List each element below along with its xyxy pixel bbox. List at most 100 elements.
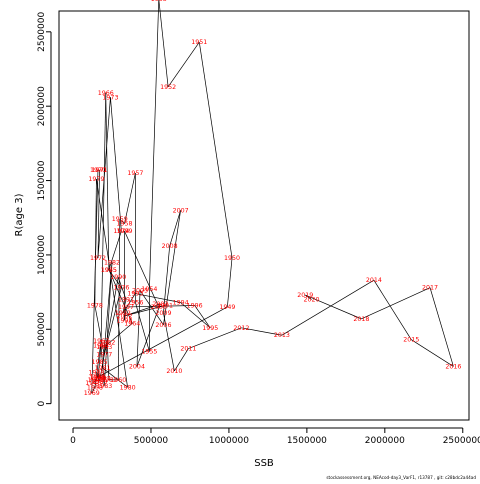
year-label: 1997 <box>118 304 134 311</box>
year-label: 2003 <box>152 301 168 308</box>
year-label: 2011 <box>180 346 196 353</box>
y-tick-label: 0 <box>37 401 47 407</box>
year-label: 1952 <box>160 84 176 91</box>
year-label: 1993 <box>127 291 143 298</box>
year-label: 1955 <box>141 349 157 356</box>
year-label: 1995 <box>202 325 218 332</box>
trajectory-segment <box>167 42 200 88</box>
year-label: 1980 <box>120 384 136 391</box>
year-label: 1975 <box>101 267 117 274</box>
trajectory-segment <box>163 245 171 313</box>
trajectory-segment <box>94 179 97 306</box>
trajectory-segment <box>180 302 211 329</box>
year-label: 1954 <box>141 286 157 293</box>
y-axis: 0 500000 1000000 1500000 2000000 2500000 <box>37 12 52 407</box>
trajectory-segment <box>106 342 110 380</box>
y-tick-label: 1500000 <box>37 160 47 200</box>
year-label: 2016 <box>445 363 461 370</box>
trajectory-segment <box>124 173 136 224</box>
trajectory-segment <box>241 327 282 336</box>
year-label: 1970 <box>90 167 106 174</box>
year-label: 1983 <box>96 383 112 390</box>
year-label: 2004 <box>129 363 145 370</box>
trajectory-segment <box>93 379 96 384</box>
year-label: 1981 <box>95 365 111 372</box>
trajectory-segment <box>96 372 103 379</box>
trajectory-segment <box>102 262 113 368</box>
y-tick-label: 2500000 <box>37 12 47 52</box>
x-tick-label: 1000000 <box>209 436 249 446</box>
y-tick-label: 2000000 <box>37 86 47 126</box>
trajectory-segment <box>108 231 122 270</box>
trajectory-segment <box>163 312 175 371</box>
year-label: 1998 <box>116 317 132 324</box>
trajectory-segment <box>99 345 102 363</box>
trajectory-segment <box>373 280 412 340</box>
trajectory-segment <box>117 219 121 380</box>
year-label: 1986 <box>90 374 106 381</box>
year-label: 2009 <box>155 310 171 317</box>
year-label: 2014 <box>366 277 382 284</box>
year-label: 1979 <box>88 176 104 183</box>
trajectory-segment <box>96 179 128 388</box>
trajectory-segment <box>102 367 128 388</box>
trajectory-segment <box>96 372 100 382</box>
trajectory-segment <box>136 290 141 367</box>
year-label: 1965 <box>101 267 117 274</box>
year-label: 2007 <box>173 207 189 214</box>
x-tick-label: 500000 <box>134 436 169 446</box>
year-label: 1966 <box>98 90 114 97</box>
y-tick-label: 500000 <box>37 312 47 347</box>
trajectory-segment <box>158 0 169 87</box>
x-tick-label: 0 <box>70 436 76 446</box>
plot-frame <box>58 10 470 421</box>
x-tick-label: 1500000 <box>287 436 327 446</box>
footnote: stockassessment.org, NEAcod-day3_VarF1, … <box>326 475 476 480</box>
year-label: 2017 <box>422 285 438 292</box>
year-label: 2013 <box>274 332 290 339</box>
year-label: 1958 <box>116 221 132 228</box>
y-axis-label: R(age 3) <box>14 193 25 236</box>
year-label: 1985 <box>92 359 108 366</box>
year-label: 1951 <box>191 39 207 46</box>
year-label: 1956 <box>127 300 143 307</box>
trajectory-segment <box>124 305 166 317</box>
year-label: 2002 <box>116 313 132 320</box>
trajectory-segment <box>110 97 122 232</box>
trajectory-segment <box>429 287 454 367</box>
trajectory-segment <box>149 0 160 290</box>
trajectory-segment <box>97 97 111 258</box>
trajectory-segment <box>188 327 242 349</box>
trajectory-segment <box>100 92 107 342</box>
year-label: 1961 <box>101 377 117 384</box>
x-axis: 0 500000 1000000 1500000 2000000 2500000 <box>70 427 480 446</box>
year-label: 2008 <box>162 243 178 250</box>
year-label: 1984 <box>93 343 109 350</box>
year-label: 1987 <box>95 375 111 382</box>
year-label: 2005 <box>132 288 148 295</box>
trajectory-segment <box>139 290 164 326</box>
year-label: 1988 <box>88 369 104 376</box>
year-label: 2020 <box>304 297 320 304</box>
year-label: 1960 <box>110 377 126 384</box>
year-label: 1999 <box>116 228 132 235</box>
trajectory-segment <box>305 294 362 320</box>
trajectory-segment <box>94 305 105 355</box>
year-label: 1967 <box>93 338 109 345</box>
trajectory-segment <box>122 293 136 314</box>
trajectory-segment <box>305 294 312 300</box>
trajectory-segment <box>194 305 211 328</box>
year-label: 1971 <box>92 167 108 174</box>
x-axis-label: SSB <box>254 458 274 469</box>
year-label: 1968 <box>87 384 103 391</box>
trajectory-segment <box>163 210 181 325</box>
year-label: 1946 <box>85 380 101 387</box>
x-tick-label: 2000000 <box>365 436 405 446</box>
year-label: 2000 <box>151 304 167 311</box>
year-label: 1976 <box>113 285 129 292</box>
trajectory-segment <box>97 170 100 258</box>
year-label: 1947 <box>88 377 104 384</box>
trajectory-segment <box>198 42 233 258</box>
year-label: 1994 <box>173 300 189 307</box>
